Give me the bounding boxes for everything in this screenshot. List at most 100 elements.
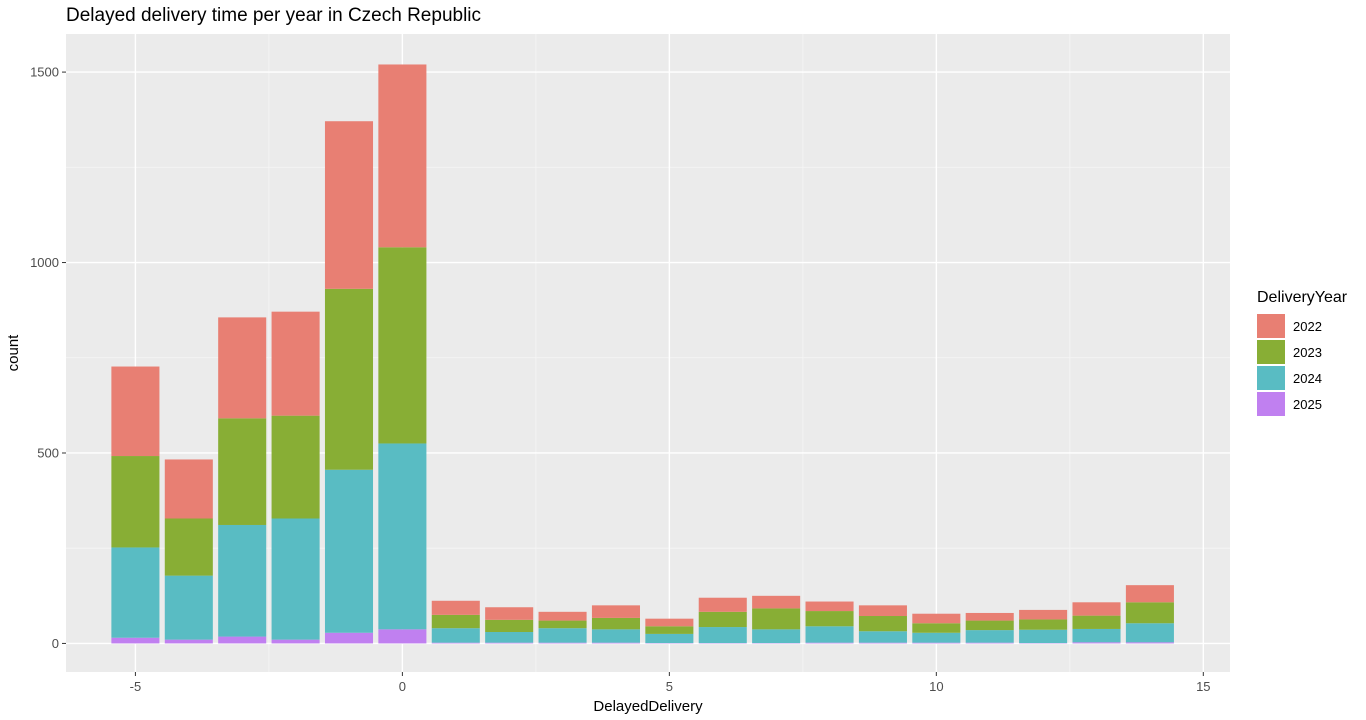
y-tick-label: 1500 <box>30 65 59 80</box>
legend-item-2025: 2025 <box>1257 391 1347 417</box>
bar-2024-x5 <box>645 633 694 644</box>
bar-2024-x12 <box>1019 629 1068 644</box>
bar-2023-x2 <box>485 619 534 633</box>
bar-2022-x5 <box>645 618 694 627</box>
legend-items: 2022 2023 2024 2025 <box>1257 313 1347 417</box>
bar-2022-x10 <box>912 613 961 624</box>
bar-2022-x-2 <box>271 311 320 416</box>
legend-title: DeliveryYear <box>1257 289 1348 306</box>
bar-2023-x1 <box>431 614 480 629</box>
bar-2023-x4 <box>591 617 640 630</box>
bars <box>111 64 1174 644</box>
bar-2022-x12 <box>1019 609 1068 620</box>
bar-2022-x8 <box>805 601 854 612</box>
bar-2025-x-5 <box>111 637 160 644</box>
bar-2024-x-2 <box>271 518 320 640</box>
bar-2022-x-3 <box>218 317 267 419</box>
chart-title: Delayed delivery time per year in Czech … <box>66 5 482 26</box>
x-axis-label: DelayedDelivery <box>593 698 703 715</box>
legend-key-2022 <box>1257 314 1285 338</box>
legend-label-2025: 2025 <box>1293 396 1322 412</box>
bar-2023-x6 <box>698 611 747 628</box>
axes: -5 0 5 10 15 0 500 1000 1500 <box>30 65 1210 694</box>
legend-item-2023: 2023 <box>1257 339 1347 365</box>
y-axis-label: count <box>5 334 22 372</box>
legend-label-2022: 2022 <box>1293 318 1322 334</box>
bar-2022-x7 <box>752 595 801 609</box>
bar-2022-x11 <box>965 612 1014 621</box>
bar-2025-x-2 <box>271 639 320 644</box>
bar-2023-x14 <box>1125 602 1174 624</box>
legend-item-2022: 2022 <box>1257 313 1347 339</box>
bar-2022-x9 <box>858 605 907 617</box>
bar-2022-x13 <box>1072 602 1121 616</box>
legend-key-2024 <box>1257 366 1285 390</box>
bar-2023-x10 <box>912 623 961 633</box>
bar-2025-x9 <box>858 642 907 644</box>
bar-2024-x-1 <box>324 469 374 633</box>
y-tick-label: 0 <box>52 636 59 651</box>
x-tick-label: 10 <box>929 679 943 694</box>
bar-2023-x-2 <box>271 415 320 519</box>
legend-label-2023: 2023 <box>1293 344 1322 360</box>
bar-2024-x3 <box>538 628 587 643</box>
x-tick-label: 5 <box>666 679 673 694</box>
bar-2025-x8 <box>805 642 854 644</box>
legend-key-2023 <box>1257 340 1285 364</box>
bar-2023-x3 <box>538 620 587 629</box>
bar-2022-x0 <box>378 64 427 248</box>
bar-2022-x14 <box>1125 585 1174 603</box>
bar-2024-x6 <box>698 627 747 644</box>
bar-2023-x8 <box>805 611 854 627</box>
bar-2024-x14 <box>1125 623 1174 643</box>
bar-2025-x11 <box>965 642 1014 644</box>
bar-2024-x4 <box>591 629 640 643</box>
bar-2022-x3 <box>538 611 587 621</box>
legend-label-2024: 2024 <box>1293 370 1322 386</box>
bar-2024-x10 <box>912 632 961 643</box>
bar-2025-x-1 <box>324 632 374 644</box>
bar-2023-x13 <box>1072 615 1121 629</box>
bar-2022-x-4 <box>164 459 213 519</box>
bar-2025-x4 <box>591 642 640 644</box>
bar-2024-x-5 <box>111 547 160 638</box>
bar-2023-x-1 <box>324 288 374 470</box>
bar-2023-x11 <box>965 620 1014 631</box>
bar-2023-x12 <box>1019 619 1068 630</box>
bar-2024-x11 <box>965 630 1014 643</box>
bar-2024-x-3 <box>218 524 267 637</box>
bar-2023-x5 <box>645 626 694 634</box>
bar-2024-x9 <box>858 631 907 643</box>
bar-2022-x-5 <box>111 366 160 457</box>
bar-2022-x1 <box>431 600 480 615</box>
bar-2025-x14 <box>1125 642 1174 644</box>
bar-2024-x8 <box>805 626 854 643</box>
x-tick-label: 15 <box>1196 679 1210 694</box>
bar-2022-x2 <box>485 607 534 620</box>
x-tick-label: -5 <box>130 679 142 694</box>
bar-2022-x6 <box>698 597 747 612</box>
legend-key-2025 <box>1257 392 1285 416</box>
bar-2025-x-3 <box>218 636 267 644</box>
bar-2022-x4 <box>591 605 640 618</box>
bar-2025-x10 <box>912 642 961 644</box>
y-tick-label: 1000 <box>30 255 59 270</box>
bar-2023-x7 <box>752 608 801 630</box>
bar-2022-x-1 <box>324 121 374 289</box>
bar-2024-x7 <box>752 629 801 644</box>
bar-2025-x0 <box>378 629 427 644</box>
bar-2023-x-5 <box>111 456 160 548</box>
legend-item-2024: 2024 <box>1257 365 1347 391</box>
y-tick-label: 500 <box>37 445 59 460</box>
bar-2023-x-3 <box>218 418 267 525</box>
bar-2025-x-4 <box>164 639 213 644</box>
bar-2024-x0 <box>378 443 427 630</box>
legend: DeliveryYear 2022 2023 2024 2025 <box>1257 289 1347 417</box>
bar-2023-x-4 <box>164 518 213 576</box>
bar-2024-x1 <box>431 628 480 643</box>
x-tick-label: 0 <box>399 679 406 694</box>
bar-2025-x3 <box>538 642 587 644</box>
bar-2024-x2 <box>485 632 534 643</box>
bar-2025-x1 <box>431 642 480 644</box>
